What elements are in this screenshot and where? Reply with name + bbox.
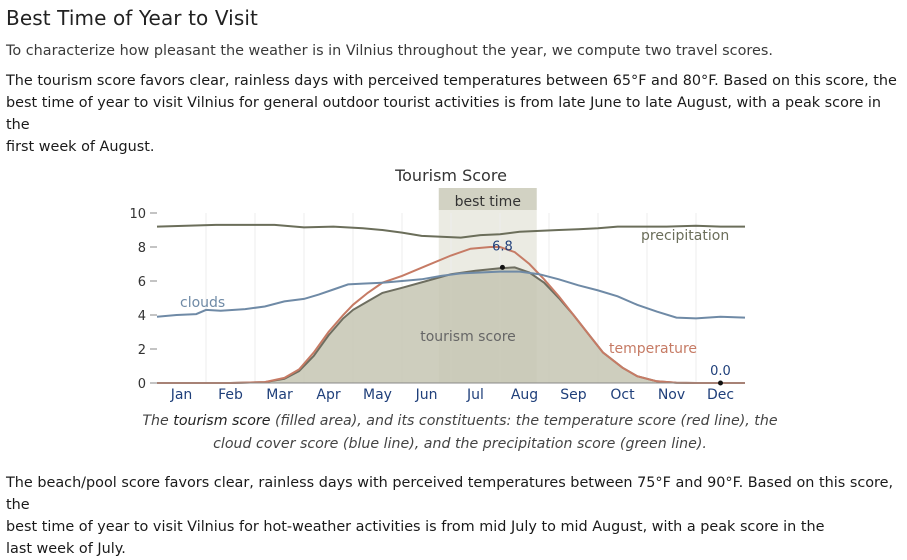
beach-text-10: .	[121, 541, 126, 557]
x-tick-label: Jul	[466, 387, 484, 403]
beach-text-6: to	[536, 519, 561, 535]
chart-title: Tourism Score	[394, 166, 507, 185]
caption-tourism-term: tourism score	[173, 413, 271, 429]
beach-text-4: best time of year to visit Vilnius for h…	[6, 519, 480, 535]
beach-text-3: favors clear, rainless days with perceiv…	[6, 475, 894, 513]
x-tick-label: Sep	[560, 387, 587, 403]
tourism-start-period: late June	[558, 95, 622, 111]
beach-score-term: beach/pool score	[37, 475, 161, 491]
x-tick-label: Dec	[707, 387, 734, 403]
x-tick-label: Feb	[218, 387, 243, 403]
caption-text-4: cloud cover score (blue line), and the p…	[213, 436, 707, 452]
series-label-precipitation: precipitation	[641, 228, 729, 244]
page-title: Best Time of Year to Visit	[6, 6, 258, 30]
beach-text-1: The	[6, 475, 38, 491]
beach-text-8: , with a peak score in the	[642, 519, 825, 535]
x-tick-label: Jan	[170, 387, 193, 403]
intro-text: To characterize how pleasant the weather…	[6, 43, 773, 59]
annotation-dot	[499, 264, 505, 270]
tourism-text-9: .	[149, 139, 155, 155]
x-tick-label: Apr	[316, 387, 340, 403]
beach-peak-period: last week of July	[6, 541, 122, 557]
tourism-score-term: tourism score	[37, 73, 136, 89]
x-tick-label: May	[363, 387, 392, 403]
y-tick-label: 0	[138, 377, 146, 392]
y-tick-label: 10	[129, 207, 146, 222]
series-label-clouds: clouds	[180, 295, 225, 311]
caption-text-1: The	[142, 413, 174, 429]
best-time-label: best time	[455, 194, 521, 210]
x-tick-label: Oct	[610, 387, 635, 403]
annotation-dot	[718, 380, 723, 386]
intro-paragraph: To characterize how pleasant the weather…	[6, 40, 901, 62]
tourism-text-5: to	[621, 95, 646, 111]
x-tick-label: Mar	[266, 387, 293, 403]
y-tick-label: 6	[138, 275, 146, 290]
x-tick-label: Nov	[658, 387, 685, 403]
tourism-text-1: The	[6, 73, 38, 89]
tourism-paragraph: The tourism score favors clear, rainless…	[6, 70, 901, 158]
series-tourism-score-area	[157, 267, 745, 383]
tourism-text-3: favors clear, rainless days with perceiv…	[6, 73, 897, 111]
annotation-label: 6.8	[492, 239, 513, 254]
beach-paragraph: The beach/pool score favors clear, rainl…	[6, 472, 901, 560]
chart-caption: The tourism score (filled area), and its…	[140, 410, 780, 456]
series-precipitation-line	[156, 223, 745, 239]
caption-text-3: (filled area), and its constituents: the…	[270, 413, 778, 429]
series-temperature-line	[157, 246, 745, 384]
y-tick-label: 8	[138, 241, 146, 256]
annotation-label: 0.0	[710, 364, 731, 379]
y-tick-label: 4	[138, 309, 146, 324]
tourism-end-period: late August	[645, 95, 728, 111]
beach-start-period: mid July	[479, 519, 537, 535]
tourism-peak-period: first week of August	[6, 139, 150, 155]
best-time-label-band	[438, 188, 537, 210]
series-label-tourism-score: tourism score	[420, 329, 516, 345]
series-label-temperature: temperature	[609, 341, 697, 357]
tourism-text-7: , with a peak score in the	[6, 95, 882, 133]
x-tick-label: Aug	[511, 387, 538, 403]
series-clouds-line	[156, 270, 746, 320]
x-tick-label: Jun	[415, 387, 438, 403]
beach-end-period: mid August	[560, 519, 643, 535]
y-tick-label: 2	[138, 343, 146, 358]
